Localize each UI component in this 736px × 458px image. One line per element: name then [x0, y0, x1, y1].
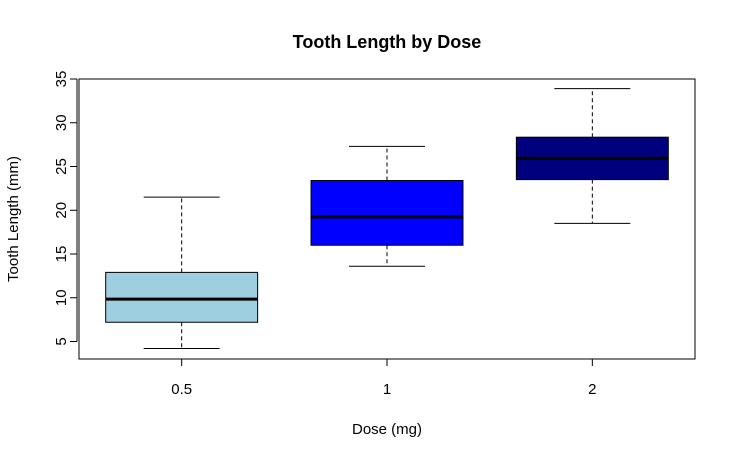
- y-tick-label: 20: [53, 202, 70, 219]
- box-1: [310, 145, 464, 267]
- x-tick-label: 2: [588, 381, 596, 398]
- y-tick-label: 30: [53, 114, 70, 131]
- iqr-box: [105, 271, 259, 323]
- y-tick-label: 25: [53, 158, 70, 175]
- x-tick-label: 1: [383, 381, 391, 398]
- x-axis: 0.5 1 2: [171, 358, 597, 398]
- y-tick-label: 5: [53, 337, 70, 345]
- box-2: [515, 88, 669, 224]
- x-axis-label: Dose (mg): [352, 421, 422, 438]
- y-tick-label: 15: [53, 246, 70, 263]
- y-tick-label: 35: [53, 71, 70, 88]
- box-0_5: [105, 196, 259, 349]
- y-axis-label: Tooth Length (mm): [5, 156, 22, 282]
- box-series: [105, 88, 669, 349]
- y-tick-label: 10: [53, 289, 70, 306]
- y-axis: 5 10 15 20 25 30 35: [53, 71, 78, 346]
- iqr-box: [310, 180, 464, 246]
- chart-title: Tooth Length by Dose: [293, 32, 482, 52]
- x-tick-label: 0.5: [171, 381, 192, 398]
